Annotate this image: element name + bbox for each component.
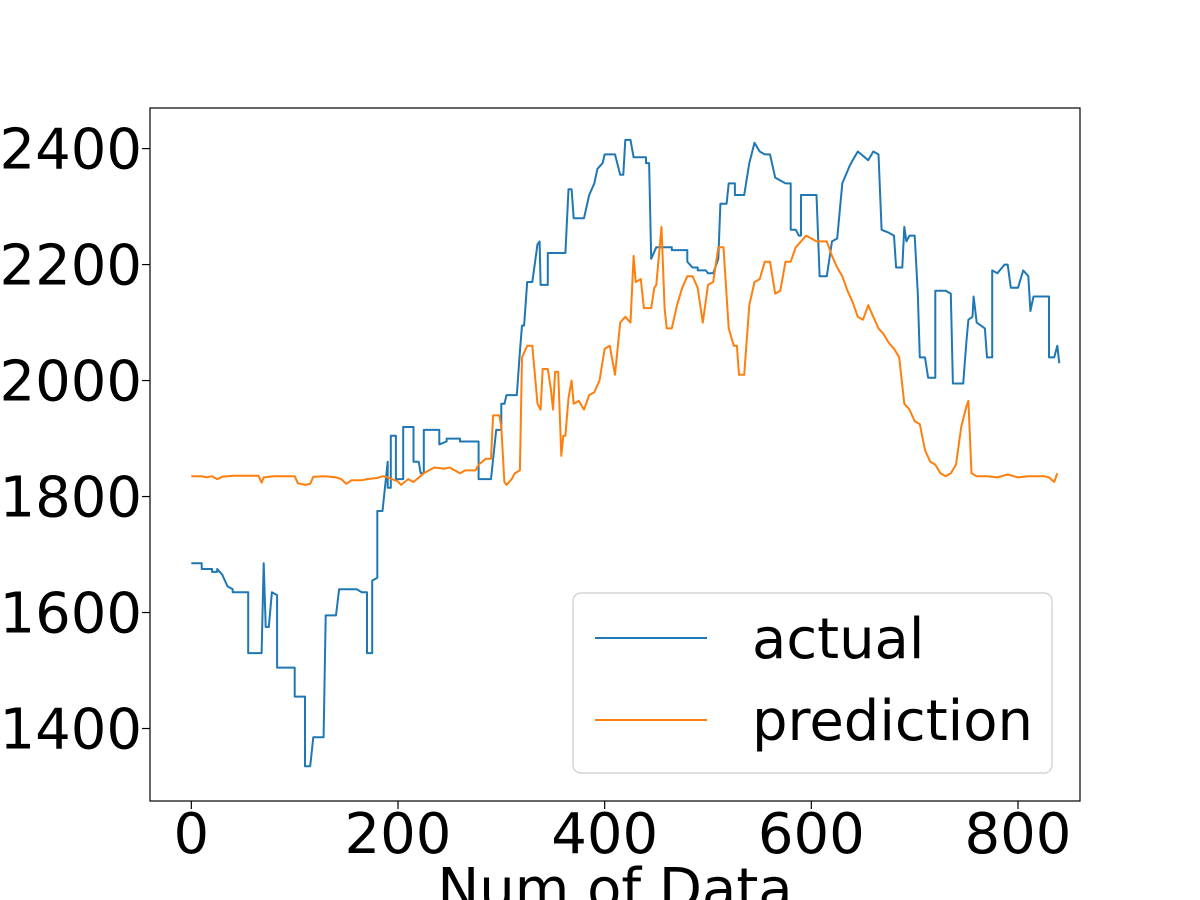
- y-tick-label: 2000: [0, 350, 142, 415]
- x-tick-label: 800: [965, 802, 1072, 867]
- series-layer: [191, 138, 1061, 768]
- y-tick-label: 1800: [0, 466, 142, 531]
- x-tick-label: 400: [551, 802, 658, 867]
- axes-layer: 0 200 400 600 800 1400 1600 1800 2000 2200 2400: [0, 107, 1081, 867]
- x-tick-label: 600: [758, 802, 865, 867]
- series-line-prediction: [191, 225, 1059, 486]
- legend: actual prediction: [572, 592, 1053, 774]
- y-tick-label: 1400: [0, 698, 142, 763]
- legend-label-actual: actual: [752, 607, 924, 672]
- y-tick-label: 2200: [0, 234, 142, 299]
- y-tick-label: 1600: [0, 582, 142, 647]
- x-axis-label: Num of Data: [437, 857, 792, 900]
- series-line-actual: [191, 138, 1061, 768]
- legend-label-prediction: prediction: [752, 689, 1033, 754]
- x-tick-label: 0: [174, 802, 210, 867]
- axes-frame: [149, 107, 1081, 802]
- x-tick-label: 200: [345, 802, 452, 867]
- y-tick-label: 2400: [0, 118, 142, 183]
